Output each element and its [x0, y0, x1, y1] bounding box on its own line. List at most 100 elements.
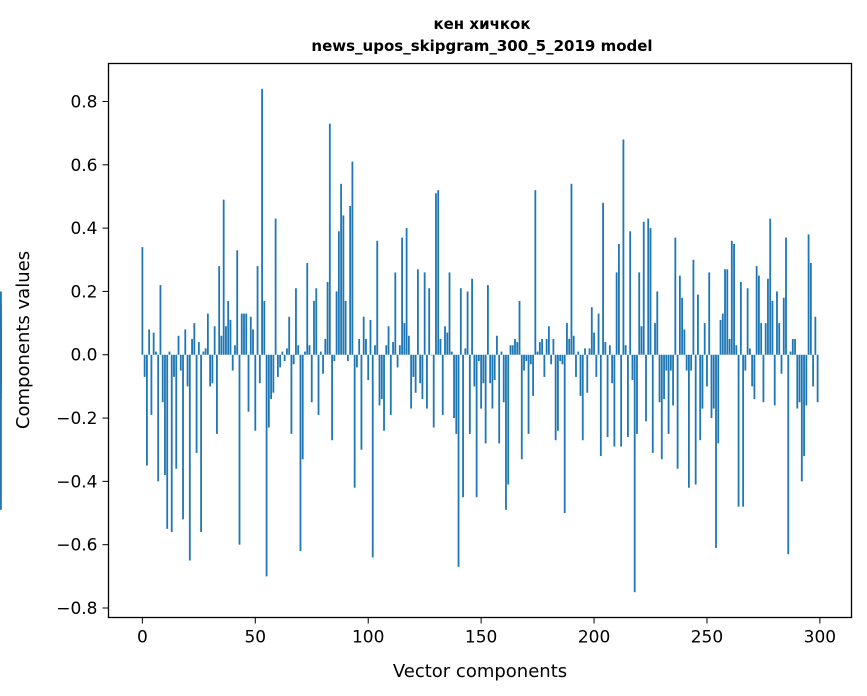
bar-component-130 — [435, 193, 437, 355]
bar-component-215 — [627, 354, 629, 438]
bar-component-129 — [432, 354, 435, 428]
bar-component-253 — [712, 354, 715, 409]
bar-component-289 — [794, 338, 796, 355]
bar-component-14 — [173, 354, 175, 377]
bar-component-75 — [310, 354, 313, 403]
bar-component-284 — [782, 297, 785, 355]
bar-component-250 — [706, 354, 708, 387]
bar-component-119 — [410, 354, 413, 409]
bar-component-40 — [231, 354, 234, 371]
bar-component-268 — [746, 288, 749, 355]
bar-component-99 — [365, 338, 367, 355]
bar-component-206 — [606, 354, 609, 438]
bar-component-252 — [710, 354, 713, 419]
bar-component-79 — [319, 351, 322, 355]
bar-component-45 — [243, 313, 245, 355]
bar-component-140 — [457, 354, 460, 567]
bar-component-257 — [721, 313, 724, 355]
y-tick-label: 0.4 — [70, 219, 97, 239]
bar-component-86 — [335, 291, 338, 355]
bar-component-132 — [439, 338, 442, 355]
bar-component-undefined — [0, 354, 2, 393]
bar-component-44 — [240, 313, 243, 355]
bar-component-229 — [658, 354, 661, 403]
bar-component-226 — [651, 354, 654, 453]
bar-component-2 — [145, 354, 148, 466]
bar-component-57 — [270, 354, 273, 400]
y-tick-label: −0.2 — [56, 409, 97, 429]
bar-component-122 — [416, 269, 419, 355]
bar-component-69 — [297, 345, 300, 355]
bar-component-260 — [728, 338, 731, 355]
bar-component-53 — [261, 88, 263, 355]
bar-component-187 — [563, 354, 566, 514]
bar-component-93 — [351, 161, 354, 355]
bar-component-12 — [168, 351, 171, 355]
bar-component-171 — [527, 354, 530, 434]
bar-component-24 — [195, 354, 198, 453]
bar-component-277 — [767, 278, 769, 355]
chart-title: кен хичкок — [433, 15, 530, 33]
bar-component-271 — [753, 354, 756, 400]
bar-component-112 — [394, 272, 397, 355]
bar-component-276 — [764, 323, 767, 355]
bar-component-32 — [213, 326, 216, 355]
bar-component-278 — [769, 218, 772, 355]
bar-component-180 — [547, 326, 550, 355]
bar-component-133 — [441, 354, 444, 415]
bar-component-151 — [482, 354, 485, 384]
bar-component-169 — [523, 354, 525, 371]
bar-component-214 — [624, 345, 627, 355]
bar-component-35 — [220, 335, 223, 355]
bar-component-219 — [636, 354, 638, 434]
bar-component-120 — [412, 354, 415, 377]
y-axis-label: Components values — [13, 251, 34, 429]
bar-component-166 — [516, 342, 519, 355]
bar-component-242 — [687, 354, 690, 488]
bar-component-232 — [665, 354, 668, 371]
bar-component-56 — [267, 354, 270, 428]
bar-component-176 — [538, 342, 541, 355]
bar-component-49 — [252, 329, 254, 355]
bar-component-64 — [286, 348, 288, 355]
bar-component-95 — [356, 354, 358, 368]
bar-component-146 — [471, 278, 473, 355]
bar-component-150 — [480, 354, 483, 409]
bar-component-267 — [744, 354, 747, 371]
bar-component-76 — [313, 300, 315, 355]
bar-component-221 — [640, 326, 643, 355]
bar-component-269 — [748, 348, 751, 355]
x-axis-label: Vector components — [393, 661, 567, 682]
y-tick-label: −0.8 — [56, 599, 97, 619]
bar-component-222 — [642, 221, 645, 355]
bar-component-20 — [186, 354, 189, 387]
bar-component-259 — [726, 269, 729, 355]
bar-component-161 — [505, 354, 507, 510]
bar-component-172 — [529, 354, 532, 365]
bar-component-153 — [487, 285, 489, 355]
bar-component-21 — [188, 354, 191, 561]
bar-component-195 — [581, 354, 584, 441]
bar-component-113 — [396, 354, 399, 368]
bar-component-177 — [541, 338, 544, 355]
bar-component-254 — [715, 354, 717, 548]
bar-component-234 — [669, 354, 672, 371]
bar-component-265 — [739, 281, 742, 355]
bar-component-61 — [279, 354, 282, 368]
bar-component-264 — [737, 354, 740, 507]
bar-component-undefined — [0, 291, 2, 355]
bar-component-285 — [785, 237, 787, 355]
bar-component-183 — [554, 354, 557, 441]
bar-component-85 — [333, 354, 336, 362]
bar-component-46 — [245, 313, 248, 355]
bar-component-138 — [453, 354, 455, 419]
bar-component-118 — [407, 335, 410, 355]
bar-component-121 — [414, 354, 417, 393]
bar-component-262 — [733, 243, 735, 355]
bar-component-83 — [328, 123, 331, 355]
bar-component-68 — [295, 288, 297, 355]
y-tick-label: 0.2 — [70, 282, 97, 302]
bar-component-290 — [796, 354, 799, 409]
bar-component-100 — [367, 354, 370, 381]
y-tick-label: 0.6 — [70, 156, 97, 176]
